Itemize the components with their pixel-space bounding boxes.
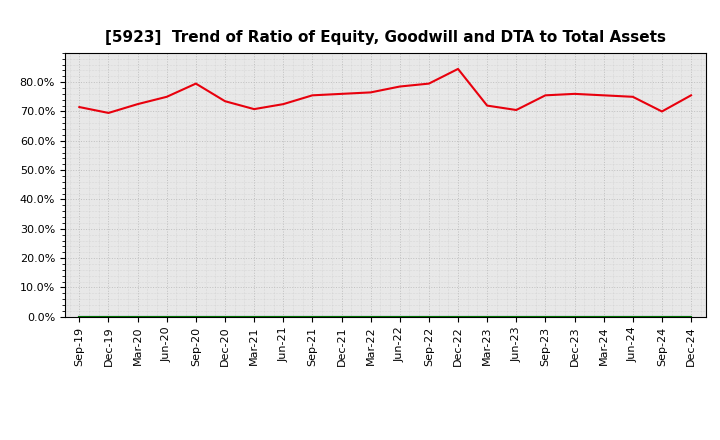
Deferred Tax Assets — [541, 314, 550, 319]
Deferred Tax Assets — [279, 314, 287, 319]
Deferred Tax Assets — [163, 314, 171, 319]
Deferred Tax Assets — [133, 314, 142, 319]
Equity — [629, 94, 637, 99]
Goodwill — [75, 314, 84, 319]
Goodwill — [599, 314, 608, 319]
Equity — [192, 81, 200, 86]
Goodwill — [192, 314, 200, 319]
Equity — [483, 103, 492, 108]
Equity — [337, 91, 346, 96]
Goodwill — [541, 314, 550, 319]
Deferred Tax Assets — [454, 314, 462, 319]
Goodwill — [483, 314, 492, 319]
Goodwill — [163, 314, 171, 319]
Goodwill — [133, 314, 142, 319]
Line: Equity: Equity — [79, 69, 691, 113]
Goodwill — [687, 314, 696, 319]
Goodwill — [337, 314, 346, 319]
Equity — [512, 107, 521, 113]
Deferred Tax Assets — [192, 314, 200, 319]
Equity — [395, 84, 404, 89]
Equity — [366, 90, 375, 95]
Goodwill — [395, 314, 404, 319]
Deferred Tax Assets — [425, 314, 433, 319]
Goodwill — [657, 314, 666, 319]
Deferred Tax Assets — [366, 314, 375, 319]
Goodwill — [425, 314, 433, 319]
Equity — [279, 102, 287, 107]
Equity — [657, 109, 666, 114]
Deferred Tax Assets — [104, 314, 113, 319]
Deferred Tax Assets — [483, 314, 492, 319]
Goodwill — [308, 314, 317, 319]
Deferred Tax Assets — [629, 314, 637, 319]
Equity — [454, 66, 462, 72]
Equity — [133, 102, 142, 107]
Goodwill — [570, 314, 579, 319]
Equity — [599, 93, 608, 98]
Deferred Tax Assets — [687, 314, 696, 319]
Equity — [570, 91, 579, 96]
Deferred Tax Assets — [512, 314, 521, 319]
Equity — [687, 93, 696, 98]
Goodwill — [629, 314, 637, 319]
Goodwill — [104, 314, 113, 319]
Deferred Tax Assets — [570, 314, 579, 319]
Deferred Tax Assets — [337, 314, 346, 319]
Deferred Tax Assets — [250, 314, 258, 319]
Deferred Tax Assets — [75, 314, 84, 319]
Goodwill — [279, 314, 287, 319]
Equity — [250, 106, 258, 112]
Deferred Tax Assets — [395, 314, 404, 319]
Equity — [308, 93, 317, 98]
Equity — [163, 94, 171, 99]
Goodwill — [512, 314, 521, 319]
Equity — [220, 99, 229, 104]
Goodwill — [366, 314, 375, 319]
Equity — [104, 110, 113, 116]
Equity — [425, 81, 433, 86]
Deferred Tax Assets — [308, 314, 317, 319]
Title: [5923]  Trend of Ratio of Equity, Goodwill and DTA to Total Assets: [5923] Trend of Ratio of Equity, Goodwil… — [104, 29, 666, 45]
Deferred Tax Assets — [657, 314, 666, 319]
Equity — [541, 93, 550, 98]
Equity — [75, 104, 84, 110]
Goodwill — [454, 314, 462, 319]
Deferred Tax Assets — [220, 314, 229, 319]
Deferred Tax Assets — [599, 314, 608, 319]
Goodwill — [250, 314, 258, 319]
Goodwill — [220, 314, 229, 319]
